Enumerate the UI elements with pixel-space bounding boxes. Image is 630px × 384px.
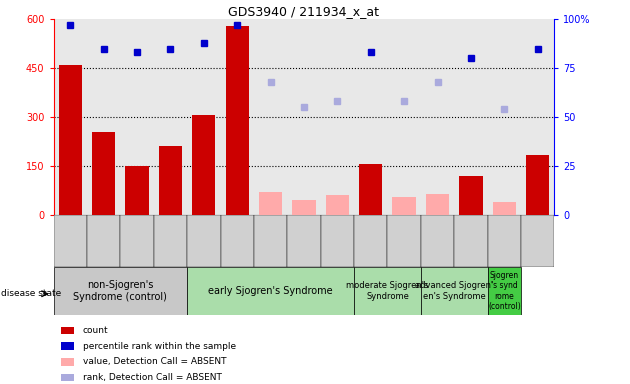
Bar [459,176,483,215]
Text: count: count [83,326,108,335]
Text: advanced Sjogren'
en's Syndrome: advanced Sjogren' en's Syndrome [415,281,493,301]
Bar [421,267,488,315]
Bar [488,215,521,267]
Bar [220,215,254,267]
Bar [54,215,87,267]
Bar [59,65,82,215]
Bar [61,358,74,366]
Bar [61,326,74,334]
Bar [287,215,321,267]
Bar [125,166,149,215]
Text: early Sjogren's Syndrome: early Sjogren's Syndrome [209,286,333,296]
Bar [120,215,154,267]
Bar [226,26,249,215]
Bar [392,197,416,215]
Bar [359,164,382,215]
Bar [493,202,516,215]
Bar [421,215,454,267]
Bar [61,342,74,350]
Text: percentile rank within the sample: percentile rank within the sample [83,342,236,351]
Bar [87,215,120,267]
Text: disease state: disease state [1,289,61,298]
Bar [387,215,421,267]
Bar [154,215,187,267]
Text: non-Sjogren's
Syndrome (control): non-Sjogren's Syndrome (control) [73,280,168,302]
Bar [426,194,449,215]
Bar [254,215,287,267]
Title: GDS3940 / 211934_x_at: GDS3940 / 211934_x_at [229,5,379,18]
Bar [187,215,220,267]
Bar [292,200,316,215]
Bar [521,215,554,267]
Bar [321,215,354,267]
Bar [159,147,182,215]
Text: moderate Sjogren's
Syndrome: moderate Sjogren's Syndrome [346,281,428,301]
Bar [354,215,387,267]
Bar [54,267,187,315]
Text: Sjogren
's synd
rome
(control): Sjogren 's synd rome (control) [488,271,520,311]
Bar [526,155,549,215]
Bar [454,215,488,267]
Bar [92,132,115,215]
Bar [187,267,354,315]
Text: value, Detection Call = ABSENT: value, Detection Call = ABSENT [83,357,226,366]
Bar [326,195,349,215]
Bar [259,192,282,215]
Bar [61,374,74,381]
Bar [488,267,521,315]
Bar [354,267,421,315]
Bar [192,116,215,215]
Text: rank, Detection Call = ABSENT: rank, Detection Call = ABSENT [83,373,221,382]
